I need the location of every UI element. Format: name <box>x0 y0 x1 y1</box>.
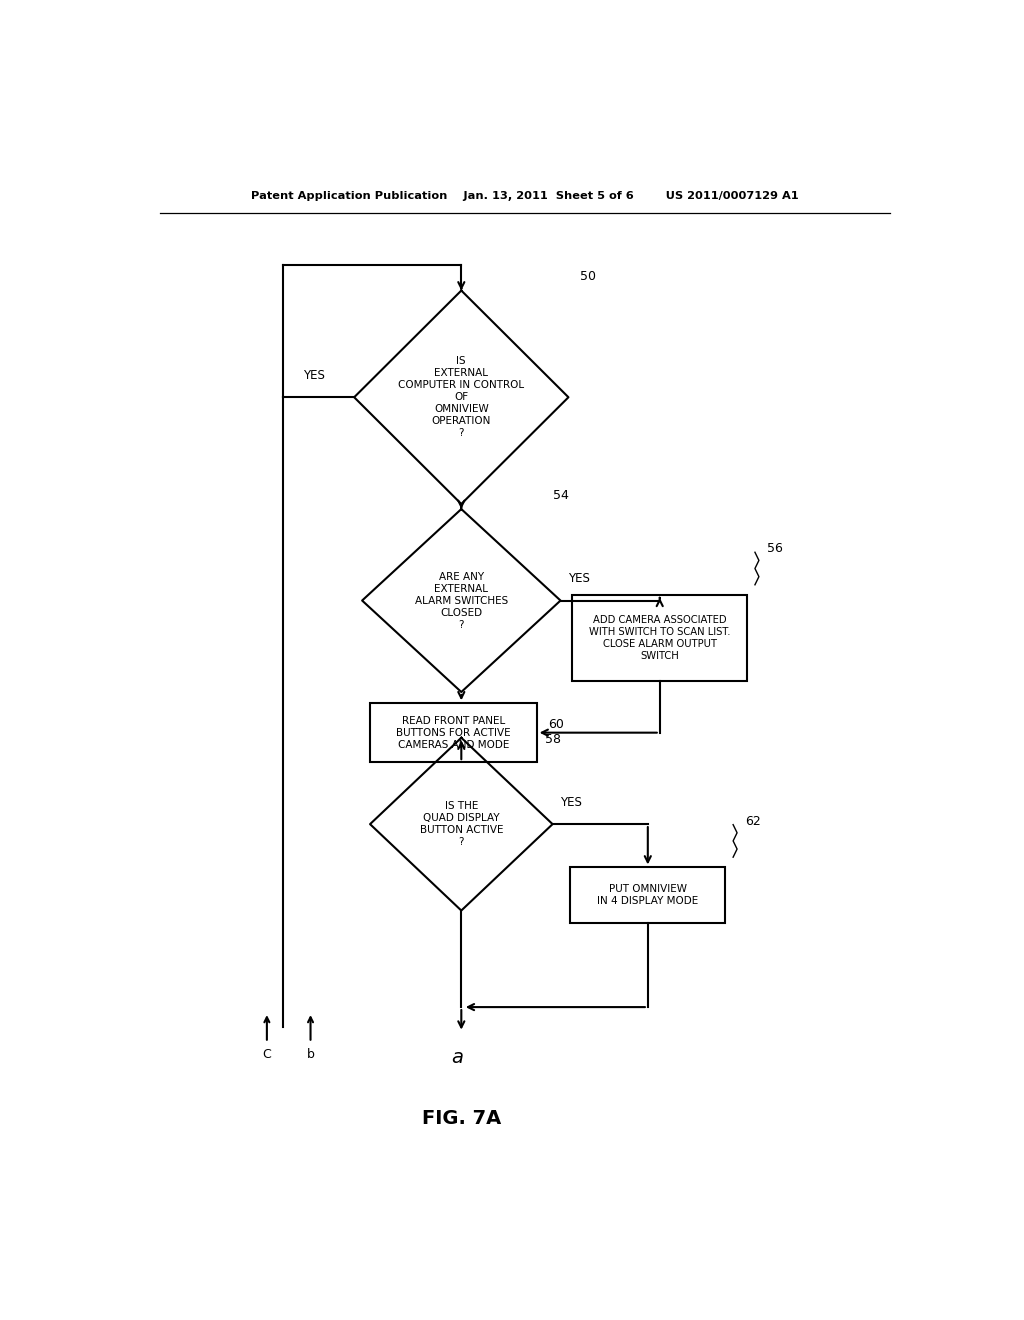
Text: 54: 54 <box>553 488 568 502</box>
Text: FIG. 7A: FIG. 7A <box>422 1109 501 1129</box>
Bar <box>572 595 748 681</box>
Text: Patent Application Publication    Jan. 13, 2011  Sheet 5 of 6        US 2011/000: Patent Application Publication Jan. 13, … <box>251 191 799 201</box>
Text: 58: 58 <box>545 733 561 746</box>
Text: YES: YES <box>303 370 325 381</box>
Text: 60: 60 <box>549 718 564 730</box>
Text: PUT OMNIVIEW
IN 4 DISPLAY MODE: PUT OMNIVIEW IN 4 DISPLAY MODE <box>597 884 698 907</box>
Text: ARE ANY
EXTERNAL
ALARM SWITCHES
CLOSED
?: ARE ANY EXTERNAL ALARM SWITCHES CLOSED ? <box>415 572 508 630</box>
Text: a: a <box>452 1048 463 1067</box>
Text: b: b <box>306 1048 314 1061</box>
Bar <box>570 867 725 923</box>
Text: 50: 50 <box>581 271 596 284</box>
Text: 62: 62 <box>745 814 761 828</box>
Text: READ FRONT PANEL
BUTTONS FOR ACTIVE
CAMERAS AND MODE: READ FRONT PANEL BUTTONS FOR ACTIVE CAME… <box>396 715 511 750</box>
Text: IS THE
QUAD DISPLAY
BUTTON ACTIVE
?: IS THE QUAD DISPLAY BUTTON ACTIVE ? <box>420 801 503 847</box>
Text: YES: YES <box>560 796 583 809</box>
Text: ADD CAMERA ASSOCIATED
WITH SWITCH TO SCAN LIST.
CLOSE ALARM OUTPUT
SWITCH: ADD CAMERA ASSOCIATED WITH SWITCH TO SCA… <box>589 615 730 661</box>
Text: IS
EXTERNAL
COMPUTER IN CONTROL
OF
OMNIVIEW
OPERATION
?: IS EXTERNAL COMPUTER IN CONTROL OF OMNIV… <box>398 356 524 438</box>
Text: YES: YES <box>568 573 590 585</box>
Text: 56: 56 <box>767 543 782 556</box>
Bar <box>370 704 537 762</box>
Text: C: C <box>262 1048 271 1061</box>
